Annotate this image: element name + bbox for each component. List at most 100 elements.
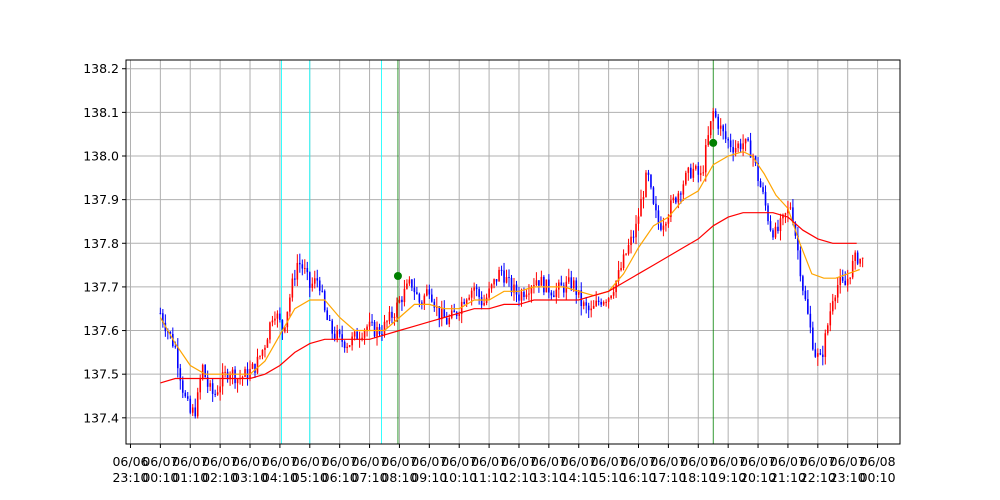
x-tick-label-date: 06/07: [680, 454, 716, 469]
candle-body: [518, 294, 520, 301]
candle-body: [764, 191, 767, 206]
candle-body: [821, 354, 824, 357]
candle-body: [463, 301, 465, 304]
candle-body: [264, 347, 266, 350]
candle-body: [625, 253, 627, 255]
x-tick-label-date: 06/07: [202, 454, 238, 469]
candle-body: [809, 313, 812, 328]
candle-body: [169, 331, 172, 334]
candle-body: [338, 330, 341, 335]
x-tick-label-time: 07:10: [352, 470, 388, 485]
candle-body: [724, 131, 727, 139]
candle-body: [186, 396, 189, 399]
x-tick-label-time: 00:10: [860, 470, 896, 485]
candle-body: [652, 187, 655, 204]
candle-body: [769, 221, 772, 231]
candle-body: [276, 313, 279, 319]
candle-body: [824, 333, 827, 357]
candle-body: [590, 308, 592, 311]
candle-body: [570, 277, 573, 289]
candle-body: [418, 294, 421, 303]
x-tick-label-time: 12:10: [501, 470, 537, 485]
candle-body: [792, 207, 794, 224]
x-tick-label-time: 00:10: [142, 470, 178, 485]
candle-body: [431, 294, 433, 302]
candle-body: [719, 125, 722, 129]
candle-body: [737, 143, 739, 149]
candle-body: [234, 369, 236, 384]
candle-body: [433, 301, 436, 308]
x-tick-label-date: 06/07: [232, 454, 268, 469]
x-tick-label-time: 05:10: [292, 470, 328, 485]
x-tick-label-time: 03:10: [232, 470, 268, 485]
candle-body: [665, 223, 667, 226]
candle-body: [807, 299, 809, 314]
y-tick-label: 137.6: [83, 323, 119, 338]
moving-averages: [159, 150, 860, 384]
candle-body: [612, 292, 615, 296]
candle-body: [426, 289, 428, 296]
y-tick-label: 137.8: [83, 236, 119, 251]
candle-body: [709, 121, 712, 136]
candle-body: [610, 295, 612, 299]
candle-body: [747, 138, 749, 141]
candle-body: [577, 290, 580, 295]
candle-body: [209, 383, 211, 387]
candle-body: [386, 321, 388, 323]
candle-body: [269, 322, 271, 340]
candle-body: [468, 297, 470, 300]
candle-body: [428, 289, 431, 295]
candle-body: [306, 267, 309, 273]
candle-body: [697, 166, 700, 175]
candle-body: [216, 392, 219, 395]
candle-body: [219, 386, 221, 393]
candle-body: [836, 285, 839, 298]
candle-body: [413, 287, 416, 293]
x-tick-label-time: 10:10: [441, 470, 477, 485]
candle-body: [204, 364, 206, 378]
candle-body: [174, 346, 177, 348]
candle-body: [777, 226, 779, 232]
candle-body: [251, 363, 254, 369]
candle-body: [274, 318, 276, 321]
x-tick-label-date: 06/07: [531, 454, 567, 469]
x-tick-label-time: 23:10: [830, 470, 866, 485]
x-tick-label-time: 19:10: [710, 470, 746, 485]
candle-body: [677, 193, 680, 203]
candle-body: [371, 321, 373, 323]
candle-body: [448, 317, 451, 325]
candle-body: [513, 284, 515, 293]
candle-body: [318, 280, 321, 291]
candle-body: [607, 298, 610, 302]
candle-body: [734, 148, 737, 153]
candle-body: [505, 277, 508, 283]
candle-body: [772, 230, 774, 238]
candle-body: [498, 269, 500, 282]
candle-body: [685, 172, 687, 185]
candle-body: [533, 285, 535, 288]
candle-body: [538, 280, 540, 286]
candle-body: [259, 355, 261, 357]
x-tick-label-date: 06/07: [650, 454, 686, 469]
candle-body: [231, 369, 234, 376]
candle-body: [779, 218, 782, 232]
candle-body: [206, 377, 209, 387]
candle-body: [284, 327, 286, 332]
candle-body: [361, 337, 363, 339]
candle-body: [279, 313, 281, 320]
candle-body: [191, 407, 194, 413]
candle-body: [159, 313, 162, 315]
y-tick-label: 137.9: [83, 192, 119, 207]
x-tick-label-time: 09:10: [411, 470, 447, 485]
x-tick-label-time: 16:10: [620, 470, 656, 485]
x-tick-label-date: 06/07: [501, 454, 537, 469]
candle-body: [754, 156, 757, 163]
candles: [159, 107, 864, 419]
candle-body: [630, 236, 632, 246]
candle-body: [460, 301, 463, 315]
signal-marker: [393, 272, 402, 280]
candle-body: [782, 214, 784, 219]
x-tick-label-time: 01:10: [172, 470, 208, 485]
candle-body: [757, 162, 759, 182]
candle-body: [759, 181, 762, 188]
